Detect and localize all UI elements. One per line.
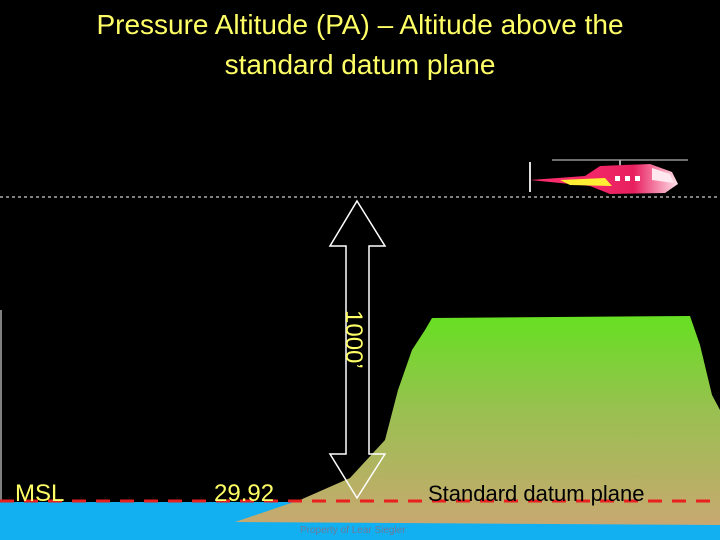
footer: Property of Lear Siegler — [300, 525, 406, 536]
datum-label: Standard datum plane — [428, 481, 645, 506]
title-line: standard datum plane — [225, 49, 496, 80]
title-line: Pressure Altitude (PA) – Altitude above … — [96, 9, 623, 40]
altitude-label: 1000’ — [340, 310, 367, 369]
altitude-arrow — [328, 199, 387, 500]
mountain — [235, 316, 720, 525]
pressure-label: 29.92 — [214, 480, 274, 507]
helicopter — [529, 159, 688, 194]
msl-label: MSL — [15, 480, 64, 507]
